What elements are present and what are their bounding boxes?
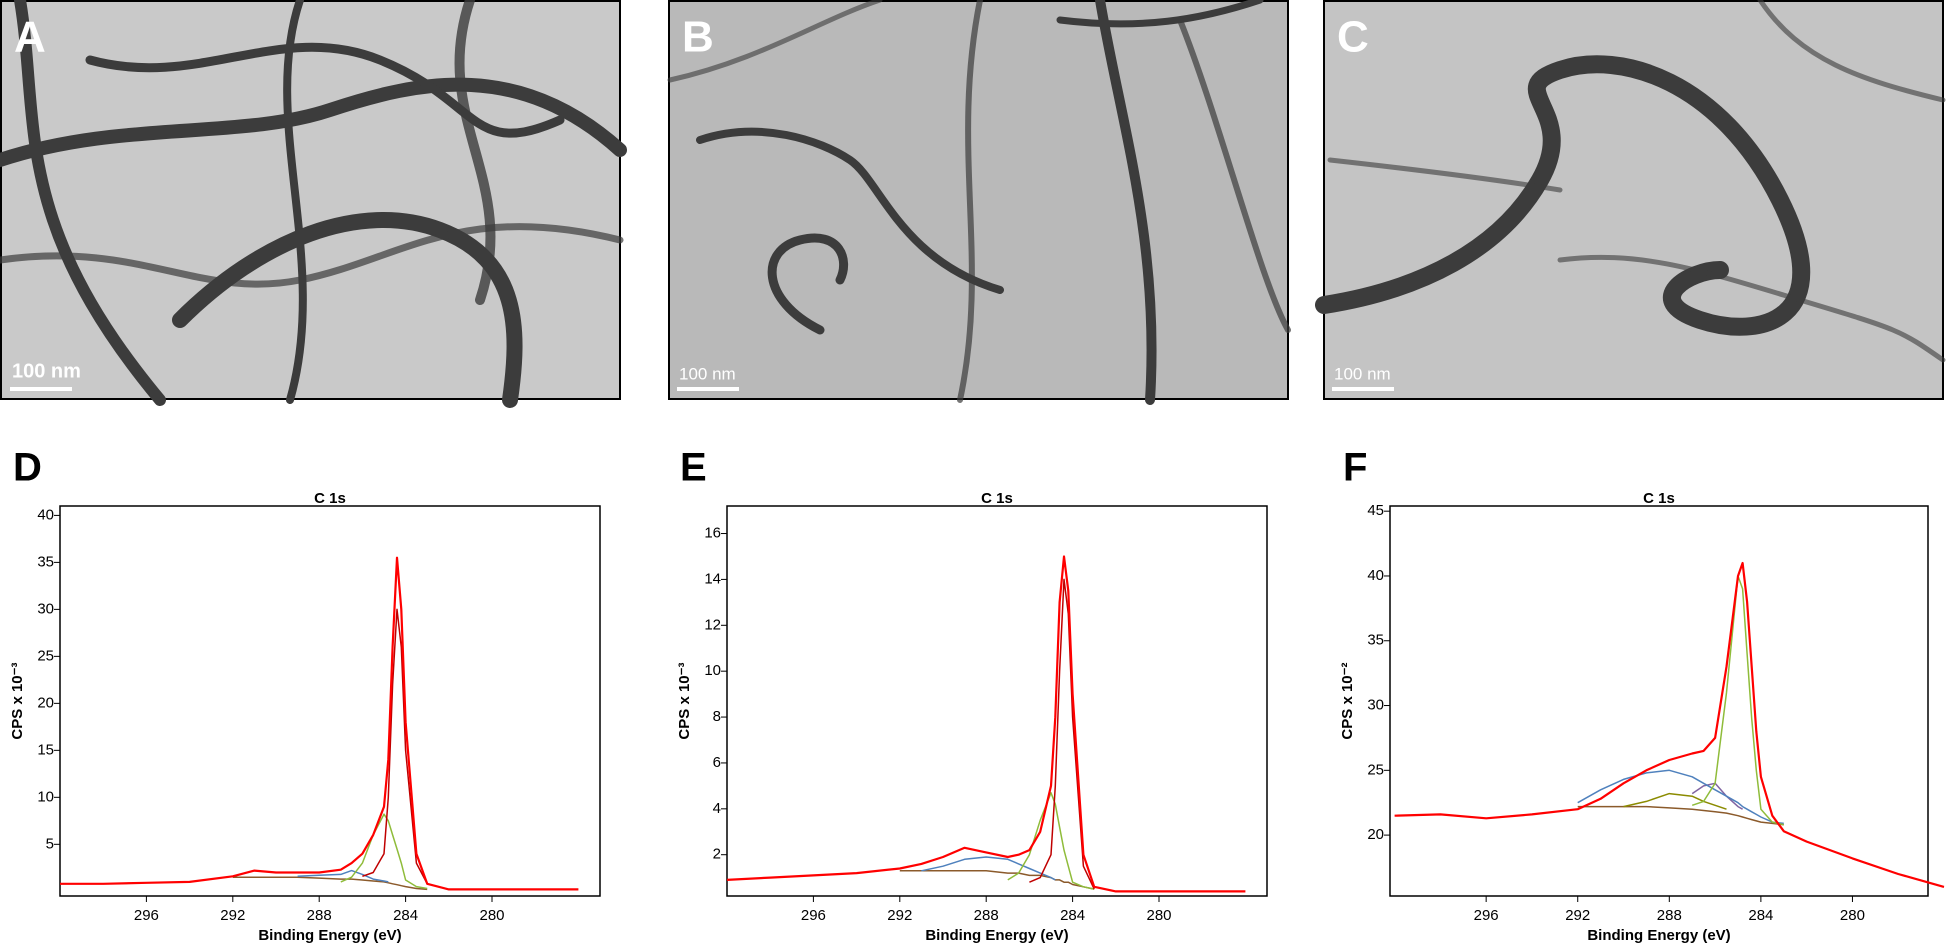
- spectrum-line: [60, 556, 579, 891]
- spectrum-line: [1007, 792, 1095, 890]
- x-tick-label: 296: [134, 907, 159, 924]
- spectrum-line: [899, 870, 1095, 890]
- x-tick-label: 288: [974, 907, 999, 924]
- x-axis-label: Binding Energy (eV): [1587, 927, 1730, 944]
- x-tick-label: 284: [393, 907, 418, 924]
- x-axis-label: Binding Energy (eV): [925, 927, 1068, 944]
- y-tick-label: 5: [46, 835, 54, 852]
- y-tick-label: 14: [704, 570, 721, 587]
- plot-frame: [59, 505, 601, 897]
- panel-label: D: [13, 446, 42, 490]
- y-tick-label: 16: [704, 524, 721, 541]
- x-tick-label: 292: [887, 907, 912, 924]
- spectrum-line: [1623, 792, 1727, 810]
- tem-image: [667, 0, 1291, 405]
- y-tick-label: 20: [1367, 826, 1384, 843]
- y-tick-label: 30: [37, 600, 54, 617]
- y-tick-label: 25: [37, 647, 54, 664]
- panel-label: F: [1343, 446, 1367, 490]
- y-tick-label: 45: [1367, 502, 1384, 519]
- x-tick-label: 280: [1146, 907, 1171, 924]
- panel-label: B: [682, 13, 714, 62]
- chart-title: C 1s: [981, 490, 1013, 507]
- spectrum-line: [1577, 805, 1784, 826]
- y-tick-label: 4: [713, 800, 721, 817]
- x-tick-label: 288: [307, 907, 332, 924]
- x-tick-label: 284: [1060, 907, 1085, 924]
- spectrum-line: [1029, 578, 1095, 890]
- spectrum-line: [726, 555, 1246, 893]
- y-axis-label: CPS x 10⁻³: [676, 662, 693, 739]
- y-tick-label: 35: [1367, 632, 1384, 649]
- spectrum-line: [297, 869, 389, 883]
- x-axis-label: Binding Energy (eV): [258, 927, 401, 944]
- x-tick-label: 280: [479, 907, 504, 924]
- x-tick-label: 284: [1748, 907, 1773, 924]
- x-tick-label: 292: [1565, 907, 1590, 924]
- panel-label: A: [14, 13, 46, 62]
- tem-image: [1315, 0, 1946, 400]
- y-axis-label: CPS x 10⁻²: [1339, 662, 1356, 739]
- tem-image: [0, 0, 627, 408]
- spectrum-line: [1577, 769, 1784, 825]
- spectrum-line: [1691, 575, 1784, 826]
- y-tick-label: 10: [704, 662, 721, 679]
- y-tick-label: 25: [1367, 761, 1384, 778]
- scale-bar-label: 100 nm: [679, 364, 736, 383]
- y-axis-label: CPS x 10⁻³: [9, 662, 26, 739]
- spectrum-line: [232, 876, 428, 891]
- y-tick-label: 8: [713, 708, 721, 725]
- x-tick-label: 280: [1840, 907, 1865, 924]
- x-tick-label: 288: [1657, 907, 1682, 924]
- x-tick-label: 296: [1474, 907, 1499, 924]
- spectrum-line: [921, 856, 1056, 881]
- y-tick-label: 20: [37, 694, 54, 711]
- x-tick-label: 292: [220, 907, 245, 924]
- panel-label: E: [680, 446, 707, 490]
- plot-frame: [726, 505, 1268, 897]
- y-tick-label: 10: [37, 788, 54, 805]
- spectrum-line: [362, 608, 428, 885]
- spectrum-line: [1691, 782, 1743, 810]
- spectrum-line: [340, 813, 428, 890]
- y-tick-label: 40: [37, 506, 54, 523]
- spectrum-line: [1394, 561, 1945, 888]
- y-tick-label: 12: [704, 616, 721, 633]
- panel-label: C: [1337, 13, 1369, 62]
- plot-frame: [1389, 505, 1929, 897]
- x-tick-label: 296: [801, 907, 826, 924]
- chart-title: C 1s: [314, 490, 346, 507]
- chart-title: C 1s: [1643, 490, 1675, 507]
- scale-bar-label: 100 nm: [12, 360, 81, 382]
- y-tick-label: 30: [1367, 697, 1384, 714]
- y-tick-label: 6: [713, 754, 721, 771]
- y-tick-label: 15: [37, 741, 54, 758]
- y-tick-label: 40: [1367, 567, 1384, 584]
- y-tick-label: 35: [37, 553, 54, 570]
- y-tick-label: 2: [713, 846, 721, 863]
- scale-bar-label: 100 nm: [1334, 364, 1391, 383]
